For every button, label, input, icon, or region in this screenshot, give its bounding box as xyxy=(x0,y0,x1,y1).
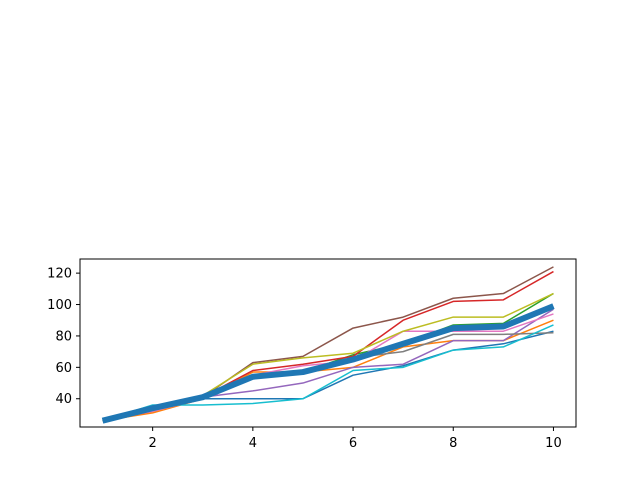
y-tick-label: 120 xyxy=(47,267,72,282)
x-tick-label: 10 xyxy=(545,436,562,451)
series-line-mean xyxy=(101,303,555,424)
ticks-layer: 2 4 6 8 10 40 60 80 100 120 xyxy=(47,267,562,451)
x-tick-label: 6 xyxy=(349,436,357,451)
y-tick-label: 60 xyxy=(55,361,72,376)
x-tick-label: 4 xyxy=(249,436,257,451)
series-layer xyxy=(101,266,555,424)
series-line-6 xyxy=(102,266,554,422)
x-tick-label: 8 xyxy=(449,436,457,451)
plot-frame xyxy=(79,258,577,428)
y-tick-label: 100 xyxy=(47,298,72,313)
y-tick-label: 40 xyxy=(55,392,72,407)
y-tick-label: 80 xyxy=(55,329,72,344)
x-tick-label: 2 xyxy=(149,436,157,451)
